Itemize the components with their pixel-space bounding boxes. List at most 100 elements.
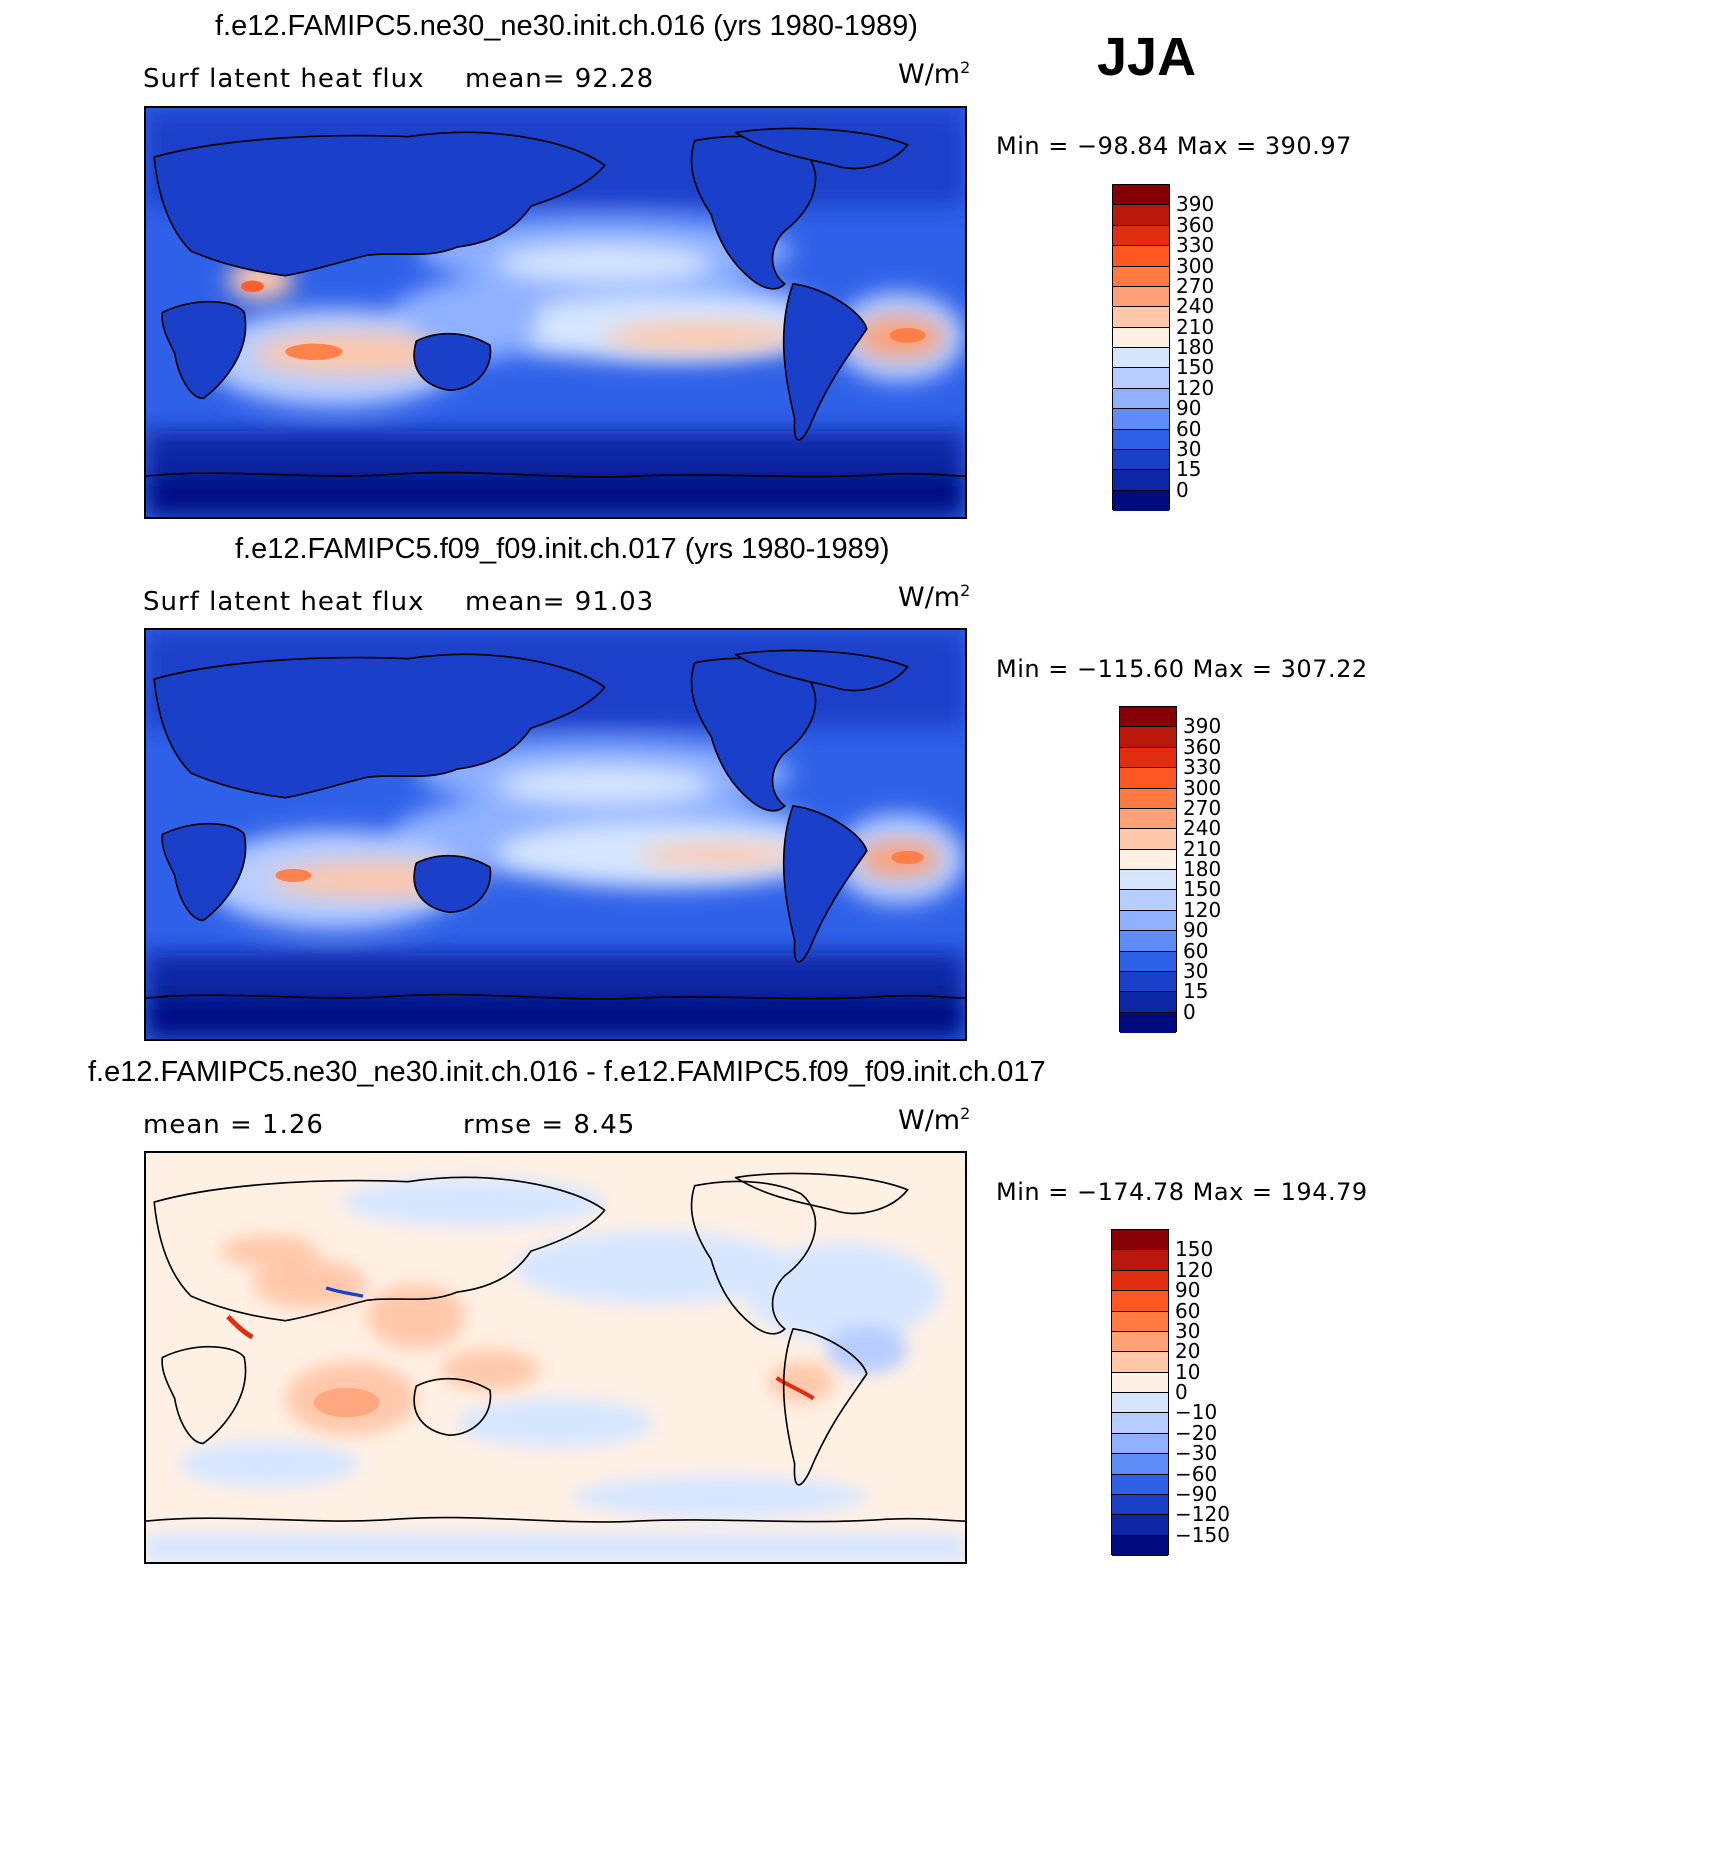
colorbar-swatch: [1112, 1535, 1168, 1556]
colorbar-tick-label: 210: [1176, 314, 1215, 339]
colorbar-swatch: [1120, 890, 1176, 911]
panel-2-variable-label: Surf latent heat flux: [143, 587, 425, 617]
colorbar-tick-label: 150: [1175, 1237, 1214, 1262]
colorbar-swatch: [1120, 870, 1176, 891]
colorbar-tick-label: 60: [1176, 416, 1202, 441]
colorbar-swatch: [1112, 1270, 1168, 1292]
colorbar-swatch: [1113, 470, 1169, 491]
panel-3-colorbar: [1111, 1229, 1169, 1556]
colorbar-swatch: [1120, 951, 1176, 972]
colorbar-swatch: [1112, 1494, 1168, 1516]
colorbar-tick-label: 60: [1183, 938, 1209, 963]
colorbar-tick-label: −60: [1175, 1461, 1218, 1486]
panel-2-colorbar: [1119, 706, 1177, 1033]
panel-1-map: [144, 106, 967, 519]
colorbar-tick-label: 60: [1175, 1298, 1201, 1323]
colorbar-tick-label: 180: [1176, 335, 1215, 359]
panel-1-unit: W/m2: [898, 58, 971, 90]
colorbar-swatch: [1112, 1311, 1168, 1332]
colorbar-tick-label: 15: [1176, 457, 1202, 482]
colorbar-swatch: [1112, 1291, 1168, 1312]
colorbar-tick-label: 15: [1183, 979, 1209, 1004]
colorbar-swatch: [1120, 707, 1176, 728]
colorbar-tick-label: 300: [1183, 775, 1222, 800]
panel-2-minmax: Min = −115.60 Max = 307.22: [996, 655, 1368, 683]
colorbar-swatch: [1120, 910, 1176, 932]
panel-3-mean-label: mean = 1.26: [143, 1110, 324, 1140]
colorbar-swatch: [1112, 1230, 1168, 1251]
panel-3-map: [144, 1151, 967, 1564]
colorbar-tick-label: 30: [1183, 958, 1209, 983]
colorbar-swatch: [1120, 1012, 1176, 1033]
colorbar-swatch: [1113, 307, 1169, 328]
colorbar-swatch: [1120, 788, 1176, 809]
colorbar-tick-label: 360: [1176, 212, 1215, 237]
colorbar-tick-label: 0: [1175, 1380, 1188, 1404]
colorbar-swatch: [1112, 1454, 1168, 1475]
season-label: JJA: [1097, 27, 1197, 87]
panel-3-map-svg: [146, 1153, 965, 1562]
colorbar-tick-label: 390: [1183, 714, 1222, 739]
colorbar-tick-label: 180: [1183, 857, 1222, 881]
colorbar-tick-label: 120: [1175, 1257, 1214, 1282]
colorbar-tick-label: 10: [1175, 1359, 1201, 1384]
colorbar-tick-label: 240: [1176, 294, 1215, 319]
colorbar-swatch: [1113, 388, 1169, 410]
colorbar-tick-label: 360: [1183, 734, 1222, 759]
colorbar-tick-label: 210: [1183, 836, 1222, 861]
colorbar-tick-label: 150: [1183, 877, 1222, 902]
colorbar-tick-label: 30: [1176, 436, 1202, 461]
colorbar-swatch: [1120, 727, 1176, 748]
colorbar-tick-label: 330: [1176, 233, 1215, 258]
colorbar-swatch: [1112, 1413, 1168, 1434]
panel-1-map-svg: [146, 108, 965, 517]
colorbar-tick-label: 270: [1183, 795, 1222, 820]
colorbar-swatch: [1120, 971, 1176, 993]
panel-1-variable-label: Surf latent heat flux: [143, 64, 425, 94]
colorbar-swatch: [1113, 205, 1169, 226]
colorbar-tick-label: −120: [1175, 1502, 1230, 1527]
colorbar-tick-label: −10: [1175, 1400, 1218, 1425]
panel-1-mean-label: mean= 92.28: [465, 64, 655, 94]
colorbar-tick-label: 330: [1183, 755, 1222, 780]
colorbar-swatch: [1112, 1372, 1168, 1393]
colorbar-tick-label: 0: [1183, 999, 1196, 1024]
colorbar-tick-label: −150: [1175, 1522, 1230, 1547]
colorbar-swatch: [1113, 286, 1169, 308]
colorbar-swatch: [1112, 1433, 1168, 1455]
colorbar-swatch: [1112, 1474, 1168, 1495]
colorbar-swatch: [1120, 931, 1176, 952]
colorbar-tick-label: 120: [1176, 375, 1215, 400]
colorbar-swatch: [1113, 348, 1169, 369]
colorbar-tick-label: 120: [1183, 897, 1222, 922]
colorbar-swatch: [1112, 1515, 1168, 1536]
colorbar-tick-label: 0: [1176, 477, 1189, 502]
panel-1-colorbar: [1112, 184, 1170, 511]
panel-2-map: [144, 628, 967, 1041]
panel-3-title: f.e12.FAMIPC5.ne30_ne30.init.ch.016 - f.…: [88, 1056, 1046, 1088]
colorbar-swatch: [1112, 1250, 1168, 1271]
colorbar-tick-label: 30: [1175, 1318, 1201, 1343]
colorbar-swatch: [1112, 1352, 1168, 1373]
panel-3-rmse-label: rmse = 8.45: [463, 1110, 636, 1140]
panel-1-title: f.e12.FAMIPC5.ne30_ne30.init.ch.016 (yrs…: [215, 10, 918, 42]
colorbar-swatch: [1120, 992, 1176, 1013]
colorbar-swatch: [1113, 246, 1169, 267]
colorbar-swatch: [1113, 225, 1169, 247]
colorbar-swatch: [1112, 1331, 1168, 1353]
panel-3-minmax: Min = −174.78 Max = 194.79: [996, 1178, 1368, 1206]
colorbar-tick-label: −20: [1175, 1420, 1218, 1445]
colorbar-tick-label: −90: [1175, 1481, 1218, 1506]
colorbar-swatch: [1113, 490, 1169, 511]
colorbar-tick-label: 390: [1176, 192, 1215, 217]
colorbar-tick-label: 90: [1176, 396, 1202, 421]
colorbar-swatch: [1120, 849, 1176, 870]
colorbar-tick-label: 90: [1175, 1278, 1201, 1303]
panel-2-mean-label: mean= 91.03: [465, 587, 655, 617]
panel-2-title: f.e12.FAMIPC5.f09_f09.init.ch.017 (yrs 1…: [235, 533, 890, 565]
colorbar-swatch: [1113, 327, 1169, 348]
panel-2-unit: W/m2: [898, 581, 971, 613]
panel-3-unit: W/m2: [898, 1104, 971, 1136]
colorbar-swatch: [1112, 1393, 1168, 1414]
colorbar-swatch: [1113, 449, 1169, 471]
